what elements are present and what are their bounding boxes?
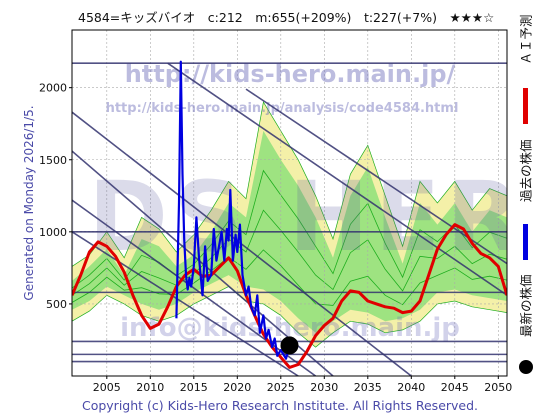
- band-line: [72, 286, 507, 348]
- diagonal-line: [72, 231, 299, 376]
- x-tick-label: 2020: [223, 381, 251, 394]
- y-tick-label: 2000: [39, 82, 67, 95]
- series-lines: [72, 60, 507, 369]
- chart-title: 4584=キッズバイオ c:212 m:655(+209%) t:227(+7%…: [78, 10, 495, 25]
- axis-ticks: 2005 2010 2015 2020 2025 2030 2035 2040 2045 2050…: [39, 82, 512, 394]
- x-tick-label: 2025: [267, 381, 295, 394]
- watermark-url-page: http://kids-hero.main.jp/analysis/code45…: [106, 101, 459, 116]
- x-tick-label: 2015: [180, 381, 208, 394]
- diagonal-line: [245, 88, 507, 265]
- latest-price-dot: [280, 336, 299, 355]
- watermark-logo: KIDS HERO: [0, 161, 560, 273]
- x-tick-label: 2045: [441, 381, 469, 394]
- x-tick-label: 2010: [136, 381, 164, 394]
- band-line: [72, 101, 507, 267]
- past-price-line: [175, 60, 291, 360]
- x-tick-label: 2050: [484, 381, 512, 394]
- plot-frame: [71, 29, 508, 377]
- y-tick-label: 1500: [39, 154, 67, 167]
- watermark-url-main: http://kids-hero.main.jp/: [125, 60, 456, 88]
- x-tick-label: 2030: [310, 381, 338, 394]
- legend-color-bar: [523, 224, 528, 260]
- latest-price-marker: [280, 336, 299, 355]
- x-tick-label: 2040: [397, 381, 425, 394]
- legend-dot: [519, 360, 533, 374]
- band-line: [72, 169, 507, 289]
- x-tick-label: 2005: [93, 381, 121, 394]
- copyright-footer: Copyright (c) Kids-Hero Research Institu…: [81, 398, 479, 413]
- x-tick-label: 2035: [354, 381, 382, 394]
- y-tick-label: 1000: [39, 226, 67, 239]
- y-tick-label: 500: [46, 298, 67, 311]
- band-line: [72, 249, 507, 306]
- ai-prediction-line: [72, 223, 507, 369]
- diagonal-line: [167, 62, 507, 296]
- legend-color-bar: [523, 88, 528, 124]
